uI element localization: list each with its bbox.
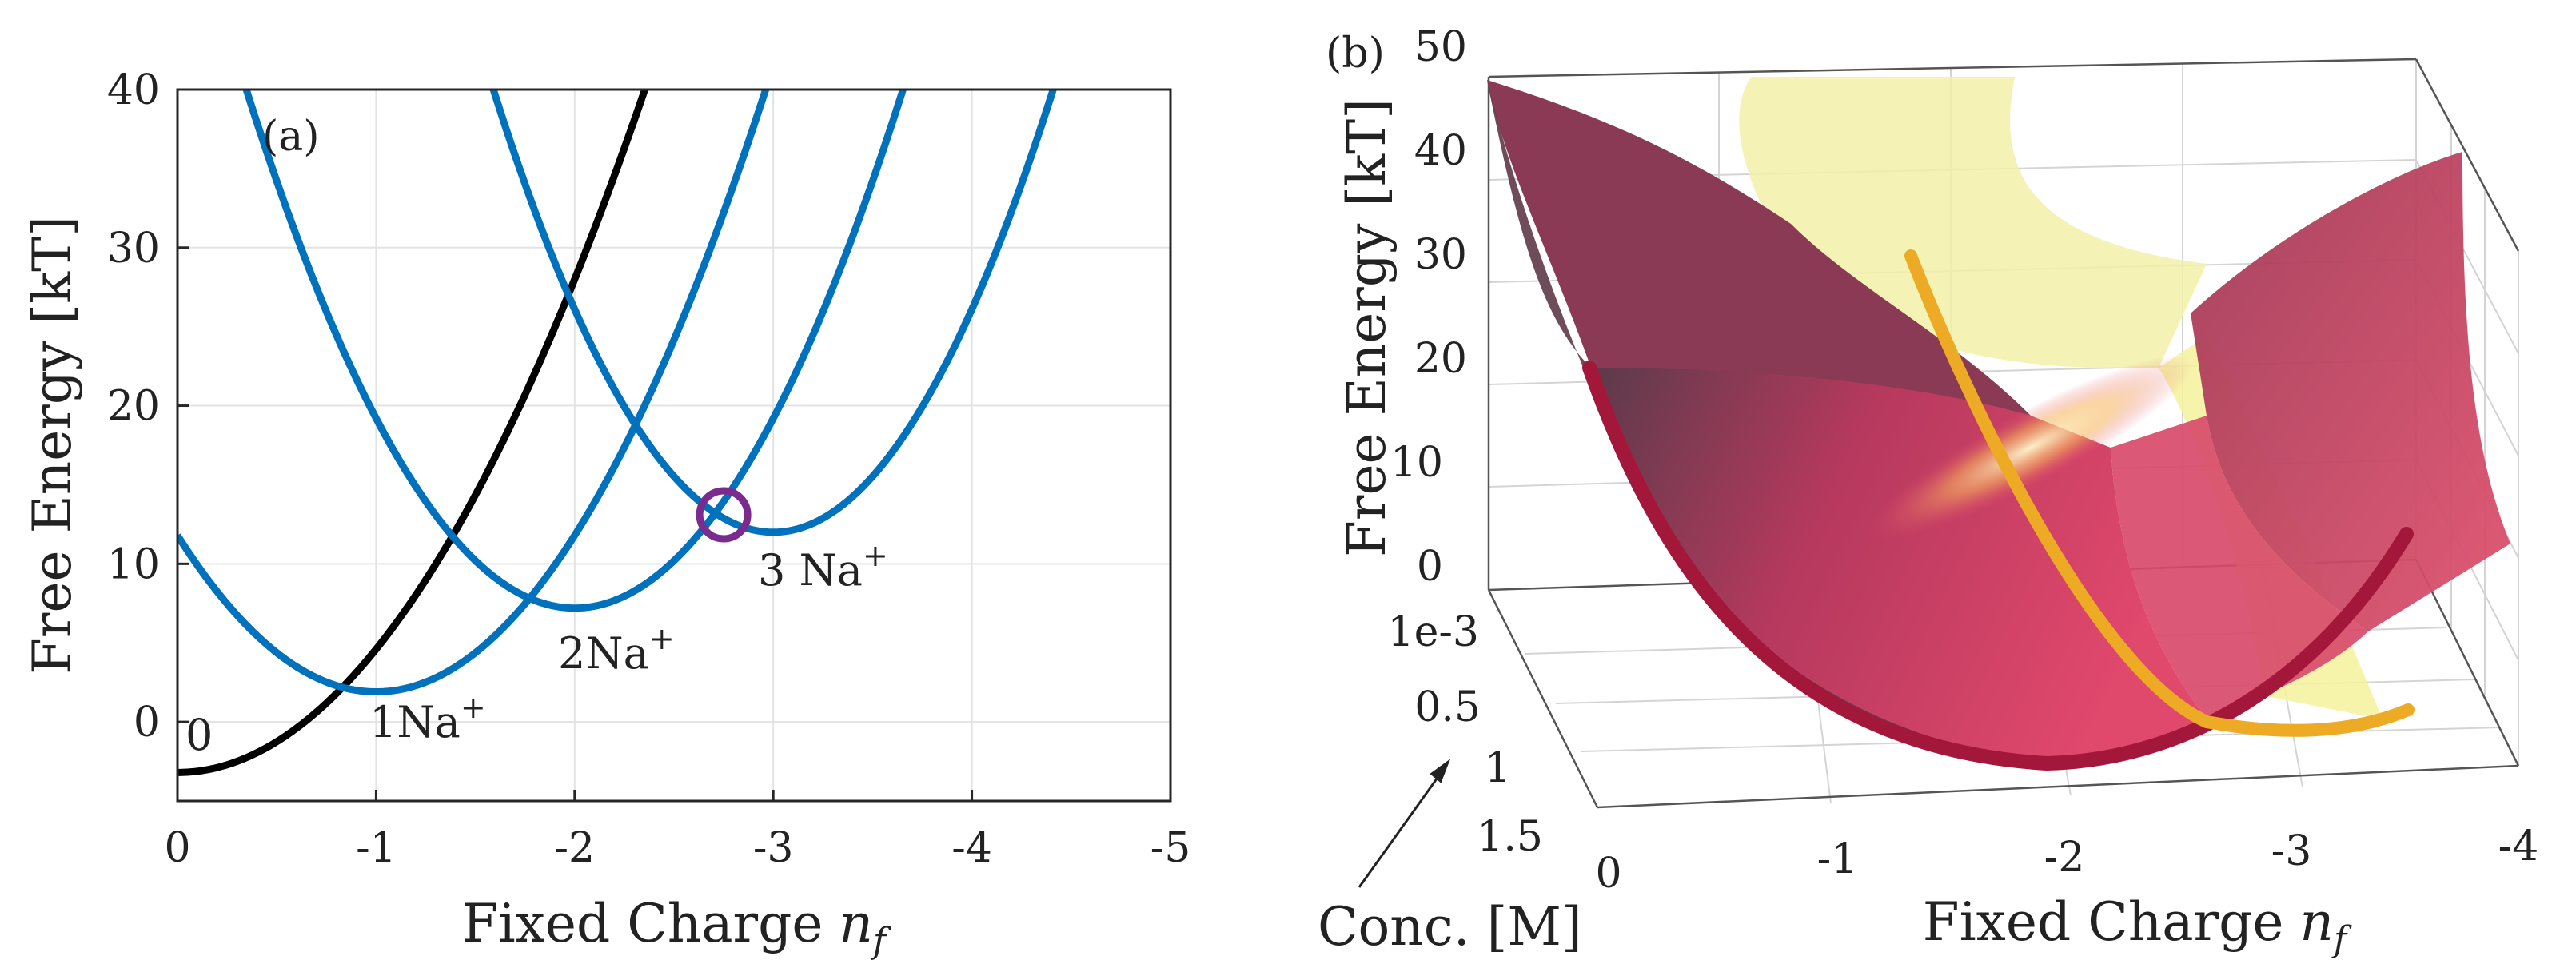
panel-a: 0 -1 -2 -3 -4 -5 0 10 20 30 40 (a) 0 1Na+ 2Na+ 3 N… [22,66,1191,962]
y-tick-label-2: 20 [107,383,160,431]
x-tick-label-5: -5 [1150,824,1191,872]
panel-label-a: (a) [262,113,320,161]
x-tick-label-2: -2 [554,824,595,872]
z-tick-50: 50 [1414,23,1467,71]
z-tick-30: 30 [1414,231,1467,279]
z-axis-label-b: Free Energy [kT] [1336,98,1398,557]
y-tick-label-3: 30 [107,225,160,273]
x-axis-label-a: Fixed Charge nf [462,893,891,962]
curve-label-0: 0 [185,710,213,760]
y-tick-label-4: 40 [107,66,160,114]
xb-tick-0: 0 [1595,850,1621,898]
x-tick-label-3: -3 [753,824,794,872]
z-tick-10: 10 [1390,439,1443,487]
conc-tick-1: 1 [1485,744,1511,792]
x-tick-label-0: 0 [164,824,190,872]
surface-crimson [1487,80,2510,763]
panel-b: (b) 0 10 20 30 40 50 1e-3 0.5 1 1.5 0 -1… [1318,23,2538,960]
x-axis-label-b: Fixed Charge nf [1923,891,2352,960]
curve-label-2na: 2Na+ [558,621,675,679]
orange-edge-curve [1904,249,2415,737]
conc-tick-1.5: 1.5 [1477,813,1543,861]
panel-label-b: (b) [1326,30,1385,78]
curve-label-3na: 3 Na+ [758,538,888,596]
series-line-3 [489,90,1057,536]
conc-arrow [1358,759,1451,888]
xb-tick-1: -1 [1817,835,1858,883]
conc-axis-label-b: Conc. [M] [1318,896,1582,958]
ticks-a: 0 -1 -2 -3 -4 -5 0 10 20 30 40 [107,66,1191,872]
conc-tick-0.5: 0.5 [1414,683,1481,731]
z-tick-20: 20 [1414,335,1467,383]
y-tick-label-1: 10 [107,540,160,588]
x-tick-label-4: -4 [951,824,992,872]
xb-tick-3: -3 [2271,827,2312,875]
xb-tick-2: -2 [2044,834,2085,882]
grid-a [177,89,1171,801]
crimson-edge-curve [1582,361,2414,771]
z-ticks-b: 0 10 20 30 40 50 [1390,23,1467,591]
series-line-2 [242,90,907,612]
x-tick-label-1: -1 [356,824,397,872]
z-tick-40: 40 [1414,127,1467,175]
y-tick-label-0: 0 [134,699,160,747]
y-ticks-b: 1e-3 0.5 1 1.5 [1387,608,1543,861]
intersection-marker [696,487,752,543]
series-line-1 [177,90,770,696]
curve-label-1na: 1Na+ [369,690,486,747]
series-line-0 [177,90,649,776]
z-tick-0: 0 [1417,543,1443,591]
xb-tick-4: -4 [2498,823,2539,870]
conc-tick-1e-3: 1e-3 [1387,608,1479,656]
plot-frame-a [176,88,1172,803]
curves-a [177,90,1057,776]
x-ticks-b: 0 -1 -2 -3 -4 [1595,823,2538,898]
y-axis-label-a: Free Energy [kT] [22,216,83,675]
